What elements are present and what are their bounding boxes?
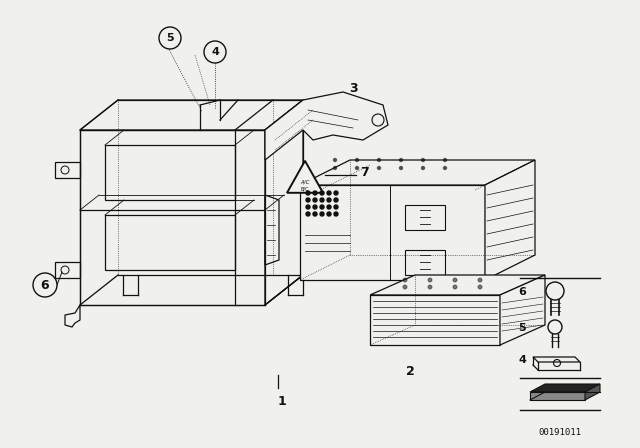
Polygon shape	[370, 295, 500, 345]
Polygon shape	[485, 160, 535, 280]
Circle shape	[422, 159, 424, 161]
Polygon shape	[300, 185, 485, 280]
Text: B/C: B/C	[301, 186, 309, 191]
Polygon shape	[530, 392, 585, 400]
Circle shape	[327, 191, 331, 195]
Text: 2: 2	[406, 365, 414, 378]
Circle shape	[204, 41, 226, 63]
Polygon shape	[287, 161, 323, 193]
Circle shape	[399, 167, 403, 169]
Polygon shape	[530, 384, 600, 392]
Text: 1: 1	[278, 395, 286, 408]
Circle shape	[403, 285, 407, 289]
Circle shape	[327, 198, 331, 202]
Circle shape	[428, 285, 432, 289]
Polygon shape	[300, 160, 535, 185]
Circle shape	[334, 198, 338, 202]
Circle shape	[320, 198, 324, 202]
Text: A/C: A/C	[300, 180, 310, 185]
Circle shape	[546, 282, 564, 300]
Circle shape	[320, 212, 324, 216]
Text: 5: 5	[518, 323, 526, 333]
Text: 6: 6	[41, 279, 49, 292]
Polygon shape	[80, 130, 265, 305]
Circle shape	[355, 167, 358, 169]
Text: 5: 5	[166, 33, 174, 43]
Circle shape	[334, 191, 338, 195]
Text: 4: 4	[518, 355, 526, 365]
Circle shape	[334, 205, 338, 209]
Text: 4: 4	[211, 47, 219, 57]
Circle shape	[428, 278, 432, 282]
Circle shape	[453, 278, 457, 282]
Text: 6: 6	[518, 287, 526, 297]
Circle shape	[478, 285, 482, 289]
Circle shape	[313, 212, 317, 216]
Circle shape	[320, 205, 324, 209]
Circle shape	[313, 205, 317, 209]
Polygon shape	[500, 275, 545, 345]
Circle shape	[333, 159, 337, 161]
Circle shape	[355, 159, 358, 161]
Circle shape	[334, 212, 338, 216]
Circle shape	[478, 278, 482, 282]
Polygon shape	[370, 275, 545, 295]
Circle shape	[453, 285, 457, 289]
Circle shape	[422, 167, 424, 169]
Circle shape	[313, 198, 317, 202]
Circle shape	[444, 159, 447, 161]
Polygon shape	[585, 384, 600, 400]
Text: 3: 3	[349, 82, 357, 95]
Circle shape	[403, 278, 407, 282]
Circle shape	[306, 198, 310, 202]
Text: 7: 7	[360, 165, 369, 178]
Polygon shape	[80, 100, 303, 130]
Circle shape	[320, 191, 324, 195]
Polygon shape	[265, 100, 303, 305]
Circle shape	[313, 191, 317, 195]
Circle shape	[327, 212, 331, 216]
Circle shape	[444, 167, 447, 169]
Circle shape	[306, 191, 310, 195]
Circle shape	[333, 167, 337, 169]
Circle shape	[33, 273, 57, 297]
Circle shape	[327, 205, 331, 209]
Circle shape	[378, 159, 381, 161]
Polygon shape	[265, 92, 388, 160]
Circle shape	[159, 27, 181, 49]
Circle shape	[399, 159, 403, 161]
Circle shape	[306, 205, 310, 209]
Circle shape	[378, 167, 381, 169]
Circle shape	[548, 320, 562, 334]
Text: 00191011: 00191011	[538, 428, 582, 437]
Circle shape	[306, 212, 310, 216]
Polygon shape	[533, 357, 580, 362]
